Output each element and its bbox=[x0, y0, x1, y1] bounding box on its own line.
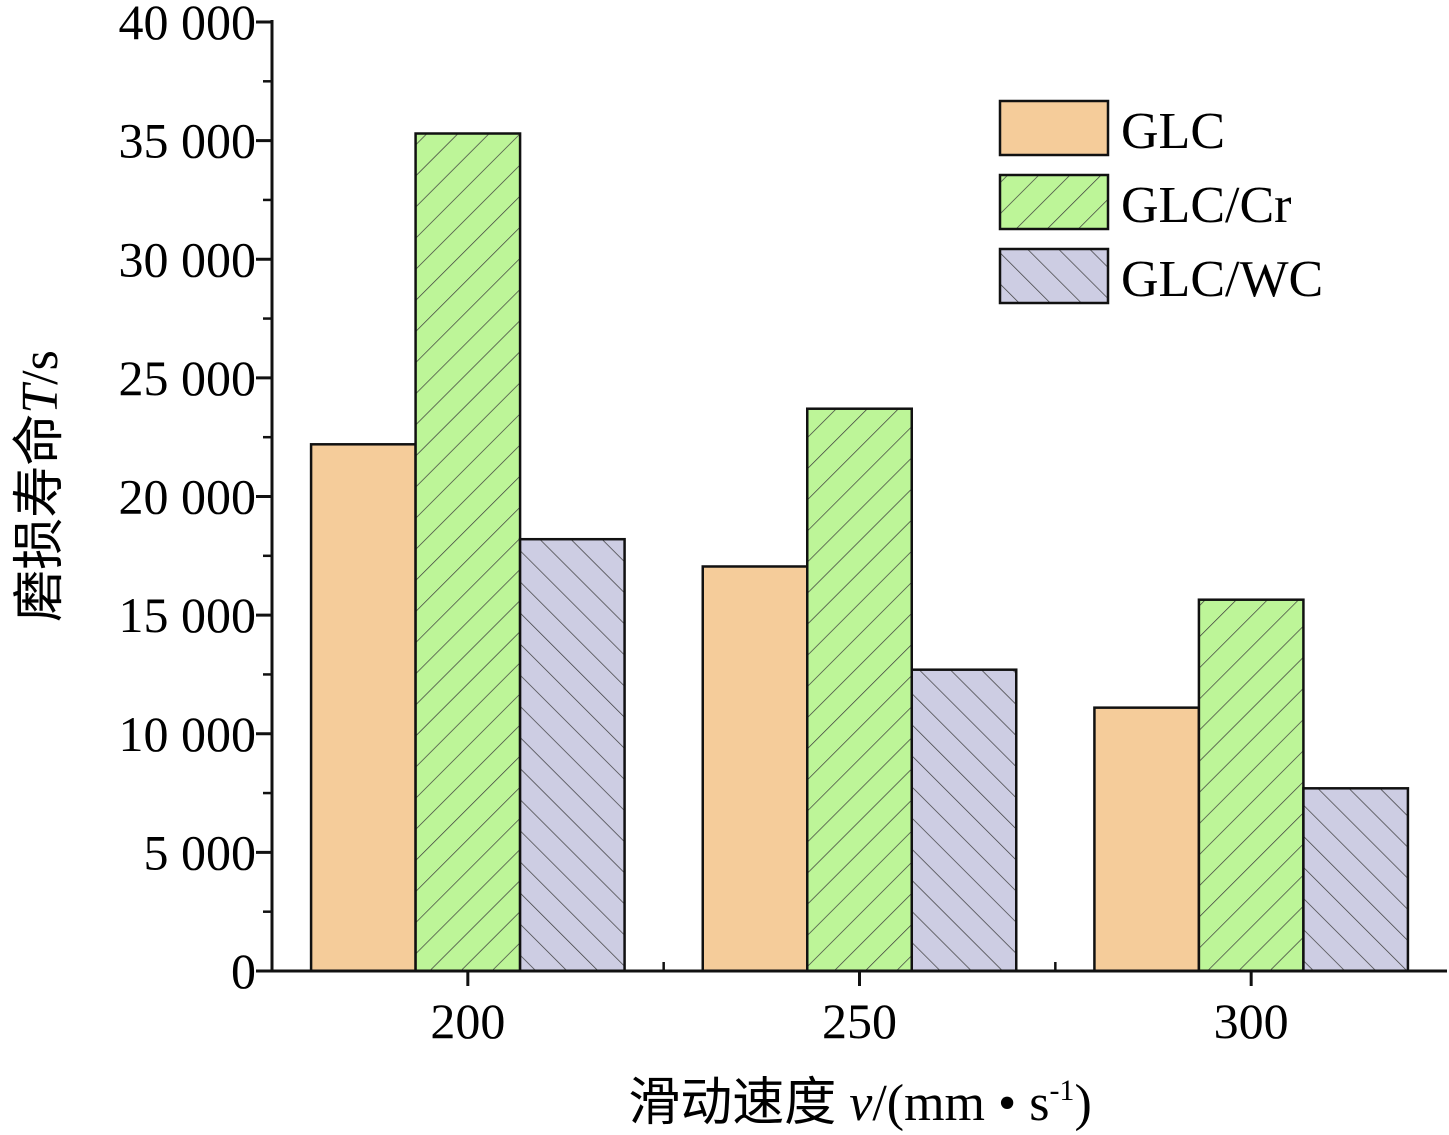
legend-label-glc-cr: GLC/Cr bbox=[1121, 177, 1291, 234]
x-axis-title: 滑动速度 v/(mm • s-1) bbox=[628, 1074, 1092, 1132]
legend-swatch-glc bbox=[998, 99, 1110, 157]
bar-glc-200 bbox=[309, 443, 417, 973]
legend-swatch-glc-wc bbox=[998, 247, 1110, 305]
bar-glc-wc-300 bbox=[1302, 787, 1410, 973]
bar-glc-cr-250 bbox=[806, 407, 913, 973]
bar-glc-250 bbox=[701, 565, 809, 973]
y-tick-label: 15 000 bbox=[119, 587, 257, 643]
legend-label-glc: GLC bbox=[1121, 103, 1225, 160]
x-tick-label: 300 bbox=[1214, 993, 1289, 1049]
y-tick-label: 0 bbox=[231, 943, 256, 999]
bar-glc-300 bbox=[1093, 706, 1201, 973]
bar-glc-cr-300 bbox=[1197, 598, 1305, 973]
axes-layer: 0 5 000 10 000 15 000 20 000 25 000 30 000 35 0… bbox=[119, 0, 1447, 1049]
x-tick-label: 250 bbox=[822, 993, 897, 1049]
y-tick-label: 35 000 bbox=[119, 113, 257, 169]
axis-titles: 滑动速度 v/(mm • s-1) 磨损寿命T/s bbox=[11, 350, 1092, 1132]
y-axis-title: 磨损寿命T/s bbox=[11, 350, 69, 622]
bar-glc-wc-250 bbox=[910, 668, 1018, 973]
legend-label-glc-wc: GLC/WC bbox=[1121, 251, 1323, 308]
y-tick-label: 5 000 bbox=[144, 824, 257, 880]
y-tick-label: 30 000 bbox=[119, 231, 257, 287]
legend-swatch-glc-cr bbox=[998, 173, 1110, 231]
y-tick-label: 25 000 bbox=[119, 350, 257, 406]
legend: GLC GLC/Cr GLC/WC bbox=[998, 99, 1323, 308]
bar-glc-cr-200 bbox=[414, 132, 522, 973]
y-tick-label: 40 000 bbox=[119, 0, 257, 50]
bars-layer bbox=[309, 132, 1410, 973]
y-tick-label: 10 000 bbox=[119, 706, 257, 762]
bar-glc-wc-200 bbox=[518, 537, 626, 973]
x-tick-label: 200 bbox=[430, 993, 505, 1049]
y-tick-label: 20 000 bbox=[119, 469, 257, 525]
